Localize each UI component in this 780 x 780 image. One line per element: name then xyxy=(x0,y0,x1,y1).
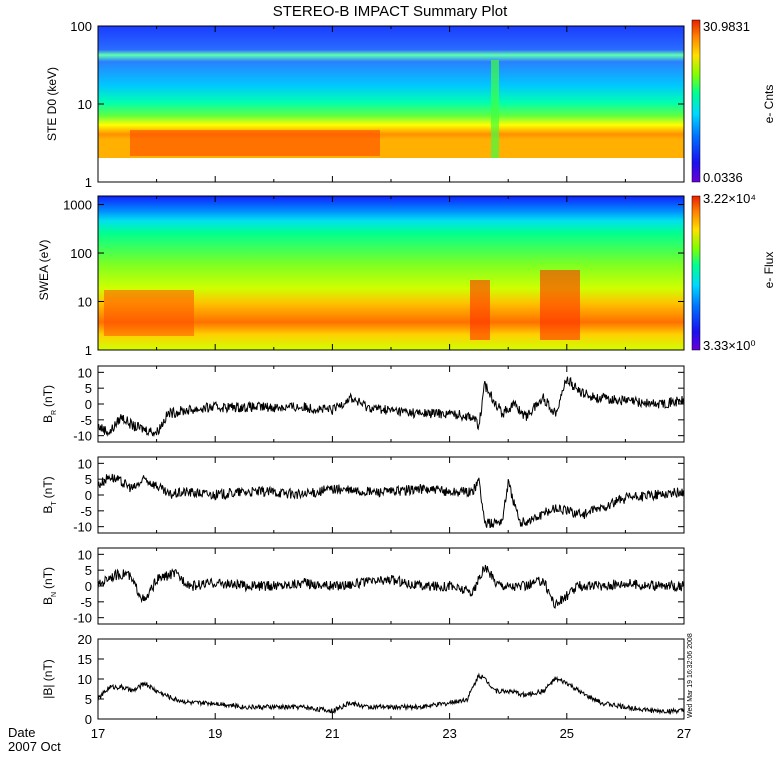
bmag-y-tick-label: 5 xyxy=(85,692,92,707)
br-y-label: BR(nT) xyxy=(41,385,58,423)
chart-title: STEREO-B IMPACT Summary Plot xyxy=(273,3,508,20)
swea-hot-region-left xyxy=(104,290,194,336)
ste-colorbar-label: e- Cnts xyxy=(762,85,776,124)
ste-colorbar-min: 0.0336 xyxy=(703,170,743,185)
bmag-y-tick-label: 15 xyxy=(78,652,92,667)
x-tick-label: 23 xyxy=(442,726,456,741)
bt-y-tick-label: -5 xyxy=(80,504,92,519)
bmag-series-line xyxy=(97,672,685,716)
bmag-y-ticks: 20 15 10 5 0 xyxy=(78,632,684,727)
ste-y-tick-label: 10 xyxy=(78,97,92,112)
x-tick-label: 17 xyxy=(91,726,105,741)
br-y-tick-label: -10 xyxy=(73,429,92,444)
x-tick-label: 27 xyxy=(677,726,691,741)
bt-y-label: BT(nT) xyxy=(41,476,58,513)
ste-low-energy-band xyxy=(130,130,380,156)
swea-panel: 1 10 100 1000 SWEA (eV) 3.22×10⁴ 3.33×10⁰ e… xyxy=(37,191,776,358)
swea-spectrogram xyxy=(98,196,684,350)
bn-y-tick-label: -10 xyxy=(73,611,92,626)
swea-colorbar-max: 3.22×10⁴ xyxy=(703,191,756,206)
bmag-y-tick-label: 0 xyxy=(85,712,92,727)
ste-panel: 1 10 100 STE D0 (keV) 30.9831 0.0336 e- Cn… xyxy=(45,19,776,190)
swea-y-tick-label: 1 xyxy=(85,343,92,358)
swea-colorbar-label: e- Flux xyxy=(762,252,776,289)
date-value: 2007 Oct xyxy=(8,739,61,754)
bn-y-tick-label: 0 xyxy=(85,579,92,594)
bt-series-line xyxy=(97,473,685,528)
swea-y-tick-label: 1000 xyxy=(63,198,92,213)
bn-series-line xyxy=(97,564,685,609)
br-y-tick-label: 5 xyxy=(85,381,92,396)
ste-y-tick-label: 100 xyxy=(70,19,92,34)
swea-y-label: SWEA (eV) xyxy=(37,240,51,301)
bn-y-tick-label: -5 xyxy=(80,595,92,610)
date-label: Date xyxy=(8,725,35,740)
x-tick-label: 19 xyxy=(208,726,222,741)
x-tick-label: 25 xyxy=(560,726,574,741)
ste-colorbar-max: 30.9831 xyxy=(703,19,750,34)
swea-hot-region-right xyxy=(540,270,580,340)
br-frame xyxy=(97,365,685,443)
br-y-tick-label: 10 xyxy=(78,365,92,380)
swea-y-tick-label: 100 xyxy=(70,246,92,261)
swea-y-tick-label: 10 xyxy=(78,295,92,310)
bt-y-tick-label: -10 xyxy=(73,520,92,535)
swea-hot-region-mid xyxy=(470,280,490,340)
ste-empty-region xyxy=(98,158,684,182)
bn-y-tick-label: 10 xyxy=(78,547,92,562)
x-tick-label: 21 xyxy=(325,726,339,741)
swea-y-ticks: 1 10 100 1000 xyxy=(63,198,684,358)
ste-y-ticks: 1 10 100 xyxy=(70,19,684,190)
br-y-tick-label: 0 xyxy=(85,397,92,412)
bmag-y-tick-label: 20 xyxy=(78,632,92,647)
ste-y-label: STE D0 (keV) xyxy=(45,67,59,141)
bmag-y-label: |B| (nT) xyxy=(41,659,55,699)
timestamp: Wed Mar 19 16:32:06 2008 xyxy=(687,633,694,718)
x-axis-ticks: 17 19 21 23 25 27 xyxy=(91,26,691,741)
ste-burst xyxy=(491,60,499,158)
br-y-tick-label: -5 xyxy=(80,413,92,428)
bn-y-label: BN(nT) xyxy=(41,567,58,605)
ste-y-tick-label: 1 xyxy=(85,175,92,190)
br-series-line xyxy=(97,376,685,438)
bmag-y-tick-label: 10 xyxy=(78,672,92,687)
bt-y-tick-label: 10 xyxy=(78,456,92,471)
bt-y-tick-label: 0 xyxy=(85,488,92,503)
ste-colorbar xyxy=(691,19,701,183)
bt-y-tick-label: 5 xyxy=(85,472,92,487)
swea-colorbar-min: 3.33×10⁰ xyxy=(703,338,756,353)
swea-colorbar xyxy=(691,195,701,351)
bn-frame xyxy=(97,547,685,625)
bn-y-tick-label: 5 xyxy=(85,563,92,578)
